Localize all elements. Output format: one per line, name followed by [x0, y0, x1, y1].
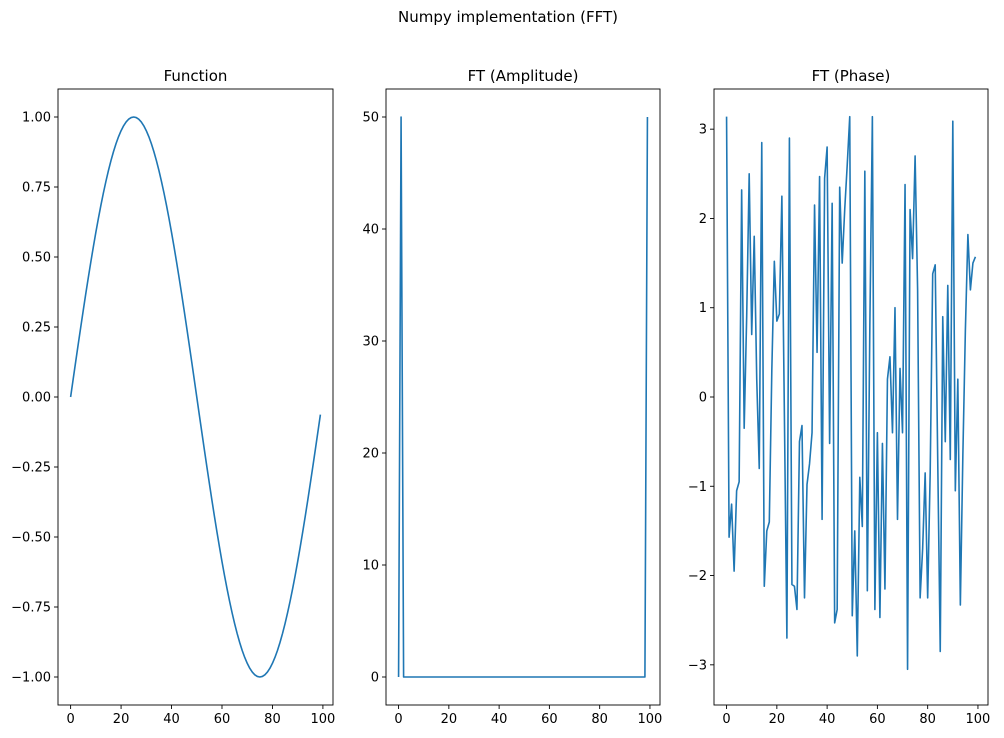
subplot-title: Function [164, 67, 228, 85]
x-tick-label: 40 [491, 712, 508, 727]
y-tick-label: −0.50 [11, 531, 51, 546]
y-tick-label: 0.50 [22, 251, 51, 266]
y-tick-label: −0.75 [11, 601, 51, 616]
x-tick-label: 60 [869, 712, 886, 727]
x-tick-label: 40 [819, 712, 836, 727]
y-tick-label: 2 [699, 212, 707, 227]
subplot-title: FT (Amplitude) [468, 67, 579, 85]
series-line [69, 116, 322, 678]
x-tick-label: 0 [722, 712, 730, 727]
x-tick-label: 80 [264, 712, 281, 727]
x-tick-label: 100 [966, 712, 991, 727]
axes-frame [57, 88, 334, 706]
y-tick-label: 40 [362, 223, 379, 238]
y-tick-label: 0.25 [22, 321, 51, 336]
y-tick-label: 10 [362, 559, 379, 574]
y-tick-label: 0.00 [22, 391, 51, 406]
y-tick-label: 50 [362, 111, 379, 126]
x-tick-label: 80 [591, 712, 608, 727]
series-line [397, 116, 649, 678]
subplot-title: FT (Phase) [812, 67, 891, 85]
subplot-3: FT (Phase) 0 20 40 60 80 100 −3 −2 −1 0 1 2 3 [688, 67, 991, 727]
y-tick-label: −3 [688, 658, 707, 673]
y-tick-label: −1 [688, 480, 707, 495]
x-tick-label: 20 [441, 712, 458, 727]
x-tick-label: 20 [769, 712, 786, 727]
x-tick-label: 60 [541, 712, 558, 727]
series-line [725, 115, 977, 671]
x-tick-label: 0 [394, 712, 402, 727]
x-tick-label: 0 [66, 712, 74, 727]
y-tick-label: 0 [371, 671, 379, 686]
y-tick-label: 0 [699, 391, 707, 406]
x-tick-label: 100 [310, 712, 335, 727]
x-tick-label: 100 [638, 712, 663, 727]
x-tick-label: 60 [214, 712, 231, 727]
y-tick-label: 3 [699, 123, 707, 138]
y-tick-label: 0.75 [22, 181, 51, 196]
y-tick-label: −2 [688, 569, 707, 584]
axes-frame [385, 88, 661, 706]
y-tick-label: 30 [362, 335, 379, 350]
y-tick-label: −1.00 [11, 671, 51, 686]
x-tick-label: 20 [113, 712, 130, 727]
subplot-1: Function 0 20 40 60 80 100 −1.00 −0.75 −0.50 −0.25… [11, 67, 335, 727]
figure-title: Numpy implementation (FFT) [398, 8, 618, 26]
x-tick-label: 80 [919, 712, 936, 727]
y-tick-label: 1 [699, 301, 707, 316]
y-tick-label: −0.25 [11, 461, 51, 476]
x-tick-label: 40 [163, 712, 180, 727]
subplot-2: FT (Amplitude) 0 20 40 60 80 100 0 10 20 30 40 50 [362, 67, 662, 727]
y-tick-label: 1.00 [22, 111, 51, 126]
y-tick-label: 20 [362, 447, 379, 462]
